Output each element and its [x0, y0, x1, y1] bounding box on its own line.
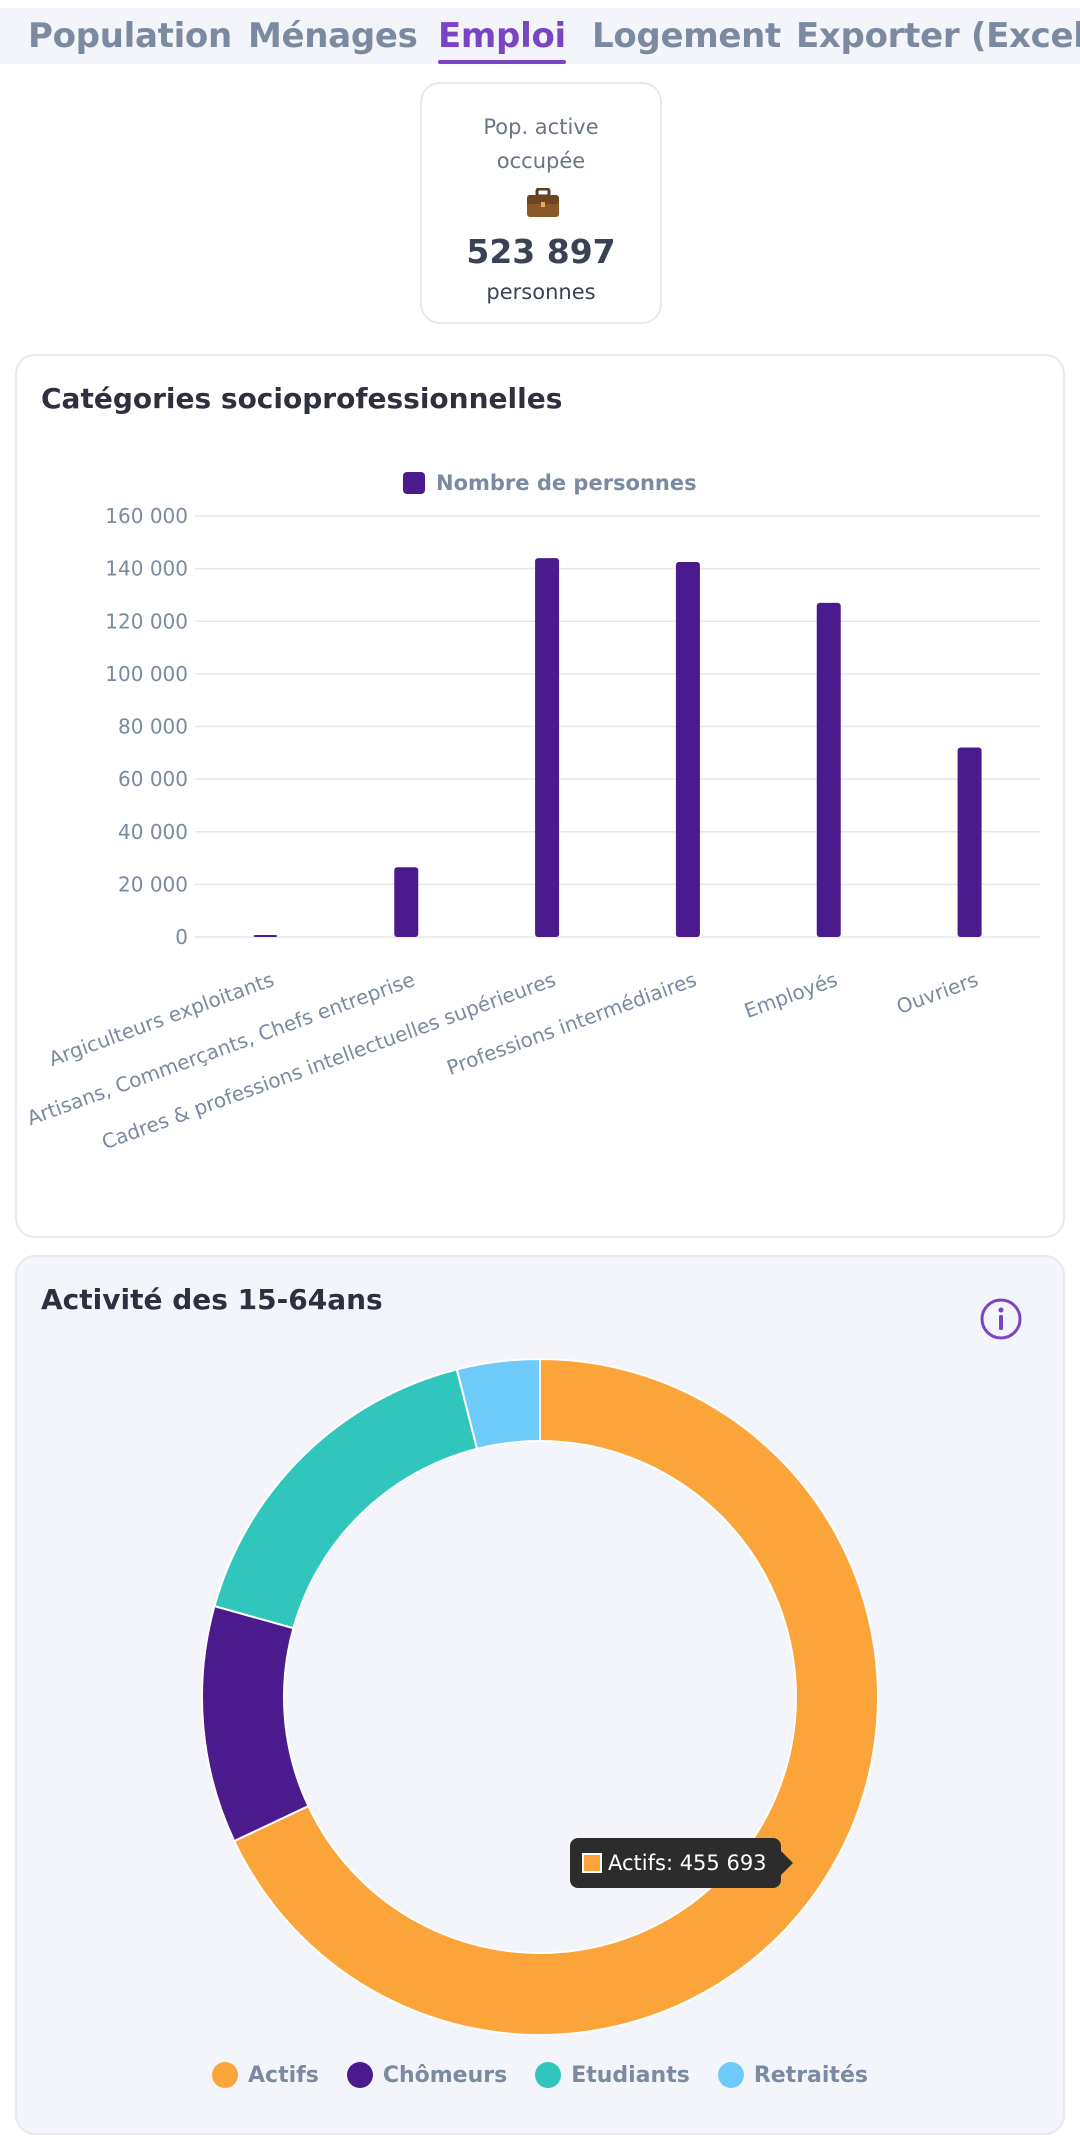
kpi-value: 523 897 — [466, 232, 616, 271]
donut-slice-chomeurs[interactable] — [201, 1604, 310, 1843]
kpi-label: Pop. active occupée — [422, 110, 660, 178]
legend-item-retraites[interactable]: Retraités — [717, 2062, 868, 2088]
bar[interactable] — [816, 602, 841, 937]
kpi-label-line2: occupée — [496, 149, 586, 173]
y-tick-label: 80 000 — [118, 715, 188, 739]
info-icon[interactable] — [979, 1297, 1023, 1341]
legend-item-etudiants[interactable]: Etudiants — [535, 2062, 690, 2088]
y-tick-label: 160 000 — [105, 504, 188, 528]
bar[interactable] — [535, 558, 560, 937]
donut-legend: Actifs Chômeurs Etudiants Retraités — [0, 2062, 1080, 2088]
tab-exporter-excel[interactable]: Exporter (Excel) — [796, 16, 1080, 56]
y-tick-label: 0 — [175, 925, 188, 949]
donut-slice-retraites[interactable] — [455, 1357, 541, 1451]
tooltip-swatch — [582, 1853, 602, 1873]
legend-label-chomeurs: Chômeurs — [382, 2062, 508, 2088]
briefcase-icon — [527, 188, 559, 217]
tab-population[interactable]: Population — [28, 16, 232, 56]
y-tick-label: 140 000 — [105, 557, 188, 581]
legend-dot-chomeurs — [346, 2062, 373, 2088]
legend-item-chomeurs[interactable]: Chômeurs — [346, 2062, 508, 2088]
bar-chart: Nombre de personnes 160 000 140 000 120 000… — [24, 471, 1040, 1154]
y-tick-label: 20 000 — [118, 872, 188, 896]
card-title-activite: Activité des 15-64ans — [41, 1283, 383, 1316]
legend-item-actifs[interactable]: Actifs — [212, 2062, 319, 2088]
bar-legend-label: Nombre de personnes — [436, 471, 697, 495]
tab-menages[interactable]: Ménages — [248, 16, 418, 56]
tab-logement[interactable]: Logement — [592, 16, 781, 56]
legend-dot-actifs — [212, 2062, 239, 2088]
kpi-card-pop-active: Pop. active occupée 523 897 personnes — [420, 82, 662, 324]
y-tick-label: 60 000 — [118, 767, 188, 791]
kpi-unit: personnes — [486, 280, 596, 304]
legend-dot-retraites — [717, 2062, 744, 2088]
y-tick-label: 40 000 — [118, 820, 188, 844]
donut-slice-etudiants[interactable] — [213, 1368, 479, 1630]
bar-legend-swatch — [403, 472, 425, 494]
bar[interactable] — [394, 867, 419, 937]
legend-label-retraites: Retraités — [753, 2062, 868, 2088]
tab-bar: Population Ménages Emploi Logement Expor… — [0, 8, 1080, 64]
legend-label-etudiants: Etudiants — [571, 2062, 690, 2088]
bar-legend[interactable]: Nombre de personnes — [403, 471, 697, 495]
y-tick-label: 100 000 — [105, 662, 188, 686]
tab-emploi[interactable]: Emploi — [438, 16, 566, 64]
donut-slice-actifs[interactable] — [232, 1357, 879, 2036]
card-title-categories: Catégories socioprofessionnelles — [41, 382, 563, 415]
tooltip-label: Actifs: 455 693 — [608, 1851, 767, 1875]
bar[interactable] — [675, 562, 700, 937]
chart-tooltip: Actifs: 455 693 — [570, 1838, 793, 1888]
legend-dot-etudiants — [535, 2062, 562, 2088]
kpi-label-line1: Pop. active — [483, 115, 599, 139]
y-tick-label: 120 000 — [105, 609, 188, 633]
bar[interactable] — [957, 747, 982, 937]
legend-label-actifs: Actifs — [248, 2062, 319, 2088]
bar[interactable] — [253, 935, 278, 937]
